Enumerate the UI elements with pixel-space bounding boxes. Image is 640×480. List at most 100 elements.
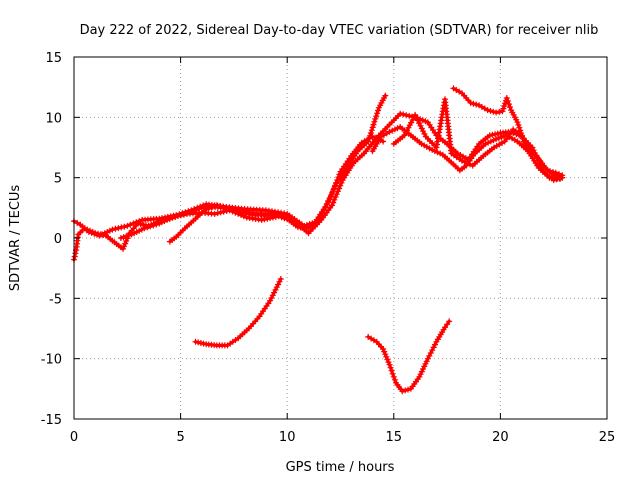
data-point bbox=[303, 222, 310, 228]
data-point bbox=[402, 387, 409, 394]
data-point bbox=[467, 99, 474, 106]
data-point bbox=[397, 110, 404, 117]
plot-frame bbox=[73, 56, 608, 420]
x-tick-label: 25 bbox=[599, 430, 616, 445]
data-point bbox=[493, 136, 500, 143]
data-point bbox=[367, 132, 373, 139]
data-point bbox=[205, 205, 212, 212]
data-point bbox=[172, 213, 179, 220]
data-point bbox=[367, 130, 374, 136]
data-point bbox=[112, 225, 119, 232]
data-point bbox=[373, 113, 380, 120]
data-point bbox=[136, 218, 143, 225]
data-point bbox=[461, 159, 468, 165]
data-point bbox=[372, 115, 379, 122]
data-point bbox=[71, 253, 78, 260]
data-point bbox=[194, 204, 201, 211]
data-point bbox=[414, 117, 421, 124]
data-point bbox=[375, 107, 381, 114]
data-point bbox=[400, 111, 407, 118]
data-point bbox=[366, 135, 373, 142]
data-point bbox=[386, 361, 393, 368]
data-point bbox=[487, 138, 494, 145]
data-point bbox=[153, 221, 160, 228]
data-point bbox=[125, 232, 132, 239]
data-point bbox=[370, 121, 377, 128]
y-tick-label: -15 bbox=[41, 413, 62, 428]
data-point bbox=[331, 196, 338, 203]
data-point bbox=[389, 370, 396, 377]
data-point bbox=[459, 157, 465, 164]
data-point bbox=[368, 127, 375, 134]
data-point bbox=[334, 188, 341, 195]
data-point bbox=[130, 220, 137, 227]
data-point bbox=[505, 101, 512, 108]
x-tick-label: 10 bbox=[279, 430, 296, 445]
data-point bbox=[417, 122, 424, 129]
data-point bbox=[413, 114, 420, 121]
data-point bbox=[420, 128, 427, 135]
data-point bbox=[72, 250, 79, 257]
data-point bbox=[322, 203, 329, 210]
data-point bbox=[504, 98, 511, 104]
data-point bbox=[277, 276, 284, 282]
series-arc-2 bbox=[72, 93, 387, 238]
y-axis-label: SDTVAR / TECUs bbox=[8, 185, 23, 292]
data-point bbox=[333, 191, 340, 198]
data-point bbox=[405, 386, 411, 393]
data-point bbox=[487, 107, 494, 114]
data-point bbox=[338, 179, 345, 186]
data-point bbox=[191, 206, 198, 212]
data-point bbox=[369, 124, 376, 131]
data-point bbox=[115, 225, 122, 232]
x-tick-label: 20 bbox=[492, 430, 509, 445]
data-point bbox=[117, 235, 124, 241]
data-point bbox=[124, 222, 131, 229]
data-point bbox=[178, 212, 184, 219]
data-point bbox=[467, 161, 473, 168]
data-point bbox=[499, 108, 506, 115]
y-tick-label: -10 bbox=[41, 353, 62, 368]
data-point bbox=[518, 130, 525, 137]
data-point bbox=[485, 139, 492, 146]
grid bbox=[74, 57, 607, 419]
data-point bbox=[268, 295, 275, 301]
x-tick-label: 5 bbox=[176, 430, 184, 445]
data-point bbox=[133, 219, 140, 226]
data-point bbox=[150, 222, 157, 229]
data-point bbox=[74, 219, 81, 226]
data-point bbox=[371, 118, 378, 125]
data-point bbox=[121, 223, 128, 230]
data-point bbox=[337, 182, 344, 189]
data-point bbox=[211, 210, 218, 217]
data-point bbox=[181, 211, 187, 218]
data-point bbox=[169, 214, 176, 221]
data-point bbox=[374, 110, 381, 117]
data-point bbox=[217, 209, 224, 216]
data-point bbox=[501, 103, 508, 109]
data-point bbox=[144, 224, 151, 231]
data-point bbox=[269, 292, 276, 299]
data-point bbox=[484, 107, 491, 114]
data-point bbox=[88, 229, 95, 236]
data-point bbox=[306, 221, 313, 228]
data-point bbox=[85, 229, 92, 235]
y-tick-label: 5 bbox=[54, 172, 62, 187]
data-point bbox=[418, 125, 425, 132]
data-point bbox=[403, 112, 410, 119]
data-point bbox=[431, 148, 438, 155]
data-point bbox=[517, 127, 524, 134]
data-point bbox=[123, 233, 130, 240]
data-point bbox=[214, 210, 221, 217]
data-point bbox=[294, 220, 301, 227]
y-tick-label: 10 bbox=[45, 111, 62, 126]
data-point bbox=[446, 318, 453, 325]
data-point bbox=[120, 245, 126, 252]
data-point bbox=[101, 230, 108, 237]
data-point bbox=[507, 104, 513, 111]
data-point bbox=[389, 127, 396, 134]
data-point bbox=[388, 367, 395, 374]
data-point bbox=[470, 100, 477, 107]
data-point bbox=[329, 202, 335, 209]
